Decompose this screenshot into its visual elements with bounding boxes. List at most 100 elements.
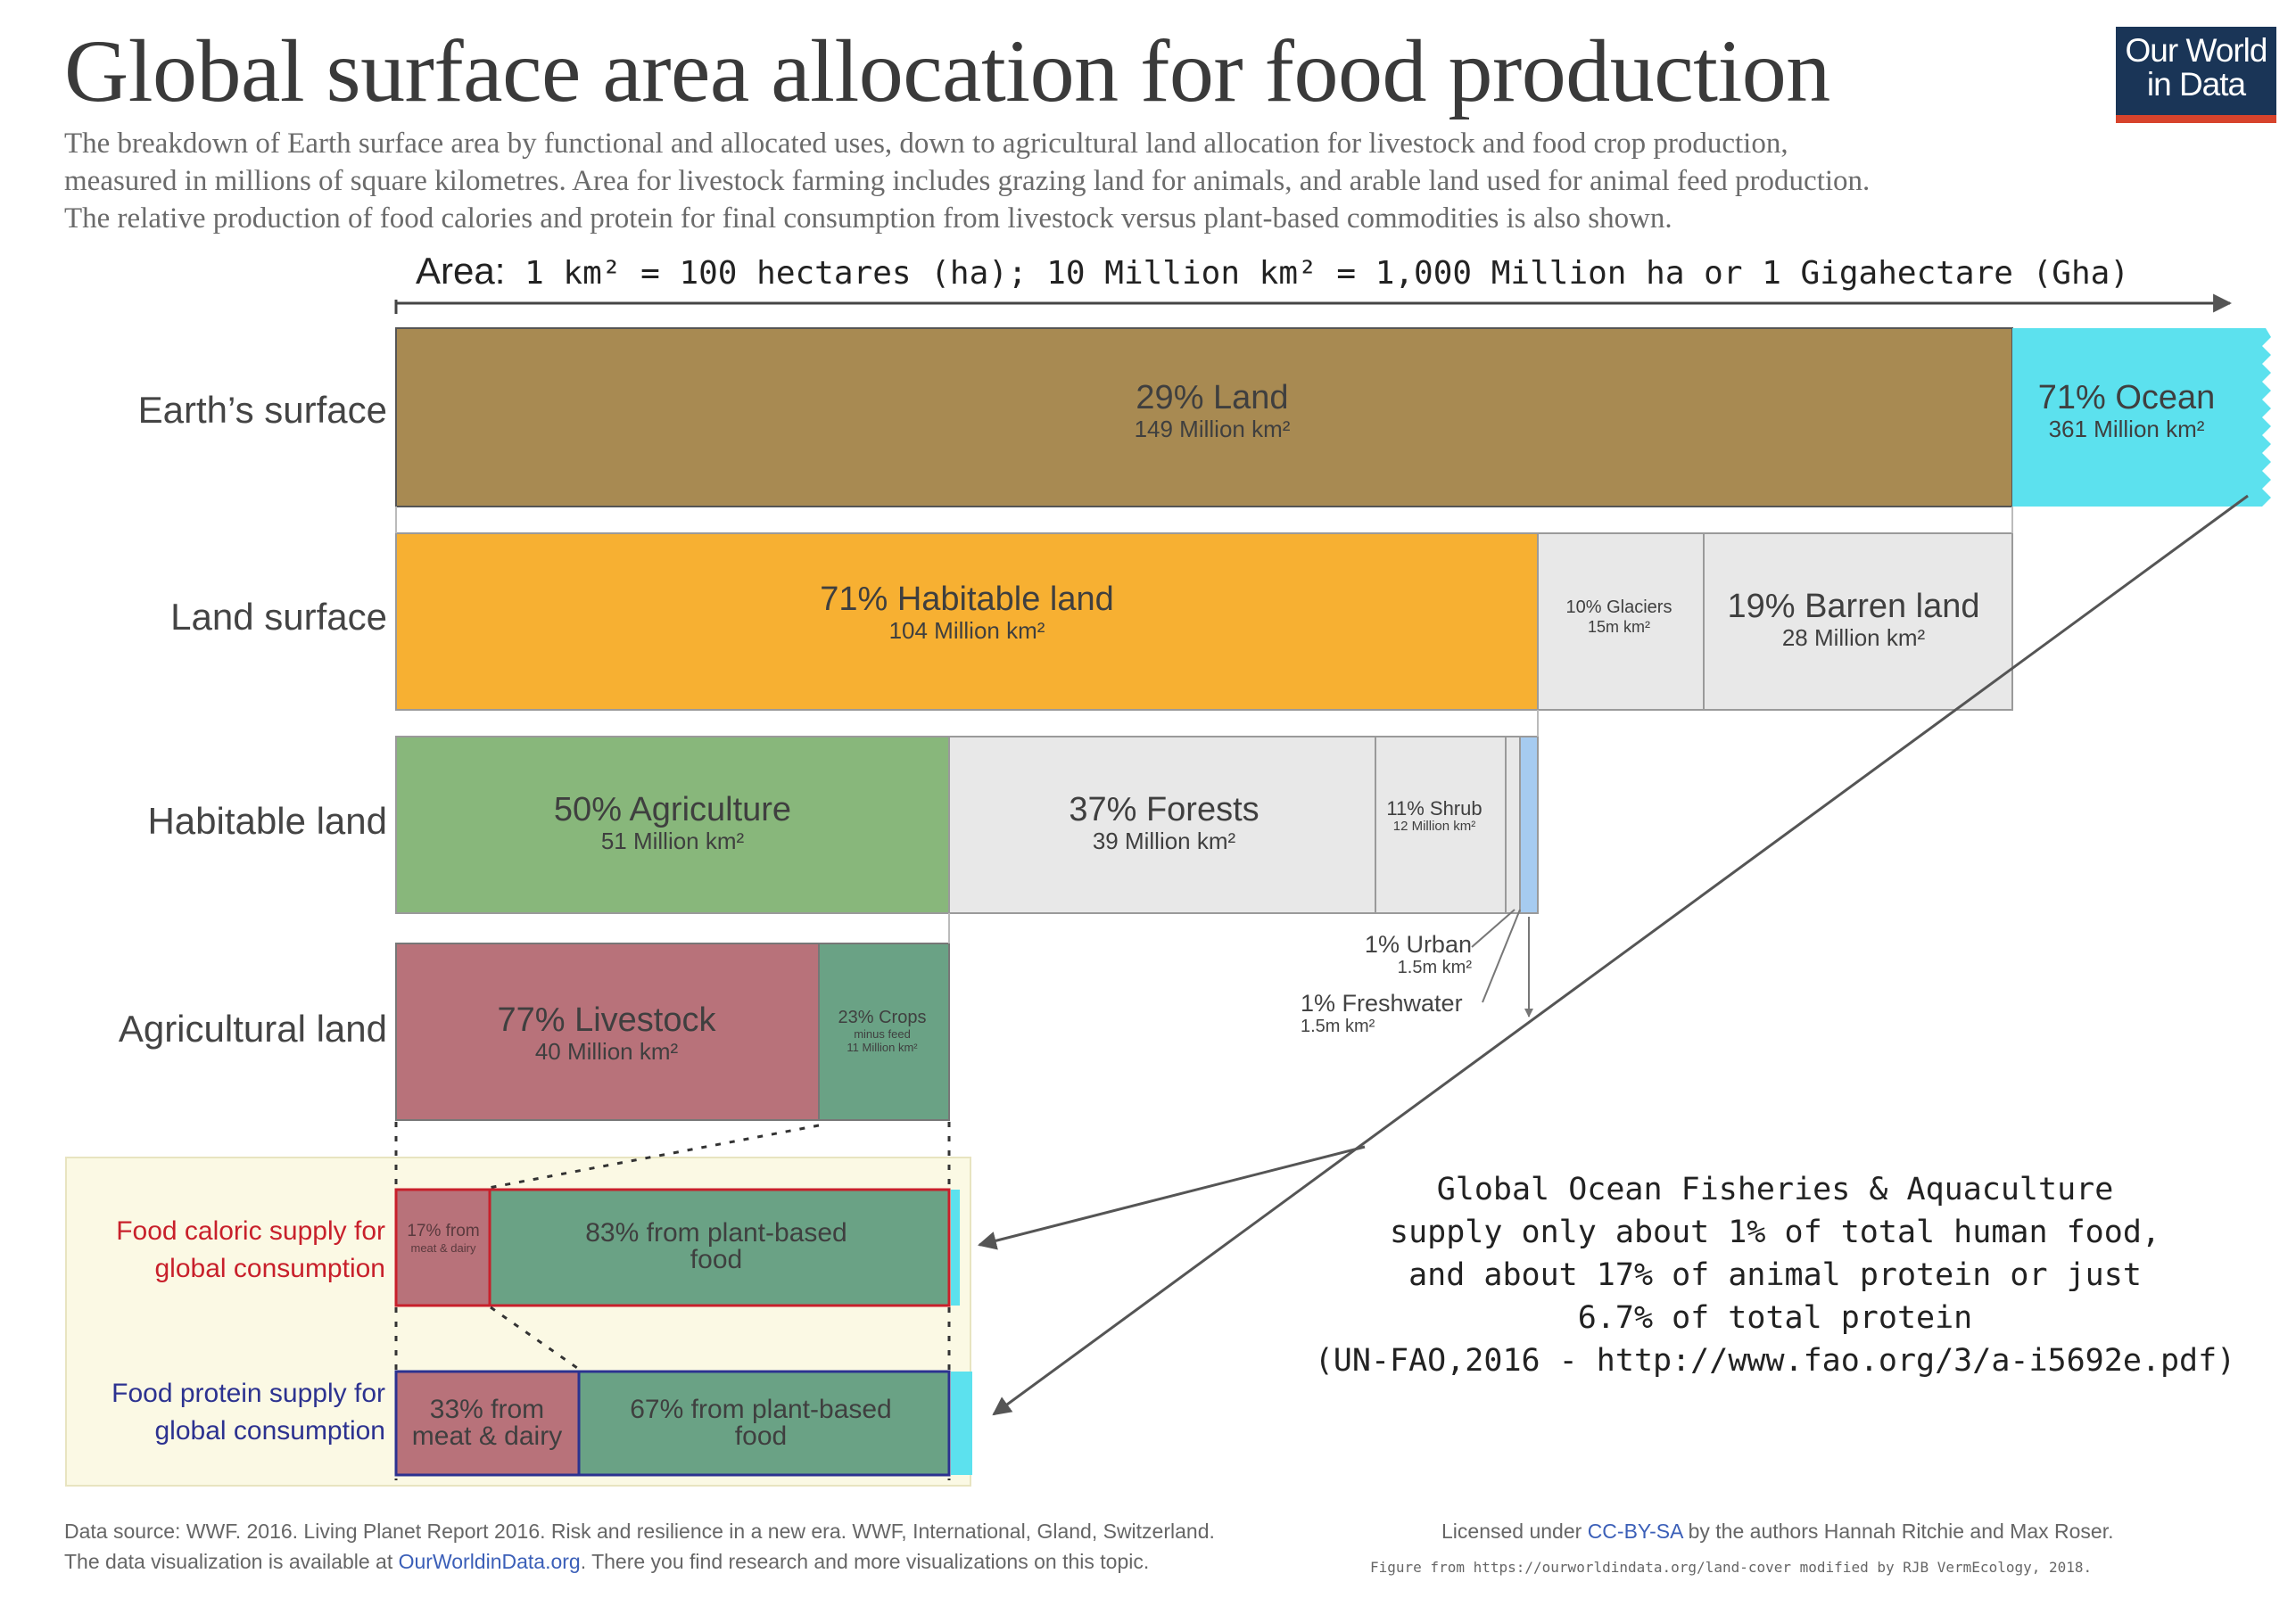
footer-source: Data source: WWF. 2016. Living Planet Re…: [64, 1520, 1215, 1543]
segment-title: 67% from plant-based: [630, 1395, 892, 1424]
segment-value: 39 Million km²: [1092, 828, 1236, 854]
segment-title: 29% Land: [1136, 379, 1289, 416]
segment-label-glaciers: 10% Glaciers 15m km²: [1534, 597, 1704, 637]
footer-viz-prefix: The data visualization is available at: [64, 1550, 399, 1573]
chart-title: Global surface area allocation for food …: [64, 21, 1830, 120]
supply-label-line: Food caloric supply for: [116, 1216, 385, 1246]
freshwater-leader: [1482, 909, 1521, 1003]
supply-segment-0-1: [488, 1188, 951, 1307]
row-label-land: Land surface: [170, 596, 387, 638]
license-prefix: Licensed under: [1441, 1520, 1588, 1543]
logo-line: Our World: [2125, 32, 2268, 69]
segment-label-forests: 37% Forests 39 Million km²: [949, 792, 1379, 854]
axis-label-lead: Area:: [416, 250, 506, 292]
segment-value: 11 Million km²: [847, 1041, 918, 1054]
supply-ocean-sliver-1: [951, 1372, 972, 1475]
bar-segment-land: [395, 327, 2013, 507]
segment-label-crops: 23% Crops minus feed 11 Million km²: [817, 1008, 947, 1054]
segment-title: 23% Crops: [838, 1008, 927, 1027]
segment-title: 10% Glaciers: [1565, 597, 1672, 617]
segment-value: 40 Million km²: [534, 1038, 679, 1065]
segment-title: 17% from: [407, 1222, 480, 1240]
bar-segment-habitable-1: [948, 736, 1376, 914]
segment-value: minus feed: [854, 1027, 911, 1041]
note-line: 6.7% of total protein: [1577, 1300, 1973, 1336]
segment-label-ocean: 71% Ocean 361 Million km²: [2011, 380, 2242, 442]
subtitle-line: The relative production of food calories…: [64, 202, 1672, 235]
segment-value: 149 Million km²: [1134, 416, 1291, 442]
segment-value: 361 Million km²: [2048, 416, 2205, 442]
segment-value: 28 Million km²: [1781, 624, 1926, 651]
segment-title: 33% from: [429, 1395, 545, 1424]
footer-viz-suffix: . There you find research and more visua…: [580, 1550, 1150, 1573]
supply-segment-1-0: [394, 1370, 581, 1477]
footer-viz: The data visualization is available at O…: [64, 1550, 1149, 1574]
segment-title: 83% from plant-based: [585, 1218, 847, 1248]
chart-subtitle: The breakdown of Earth surface area by f…: [64, 125, 2294, 237]
supply-label-calories: Food caloric supply for global consumpti…: [116, 1213, 385, 1288]
callout-freshwater: 1% Freshwater 1.5m km²: [1301, 990, 1463, 1036]
segment-title: 11% Shrub: [1386, 797, 1482, 820]
bar-segment-habitable-2: [1375, 736, 1507, 914]
subtitle-line: measured in millions of square kilometre…: [64, 165, 1871, 197]
segment-label-cal-plant: 83% from plant-based food: [489, 1220, 944, 1273]
segment-title: 71% Habitable land: [820, 581, 1114, 618]
owid-link[interactable]: OurWorldinData.org: [398, 1550, 581, 1573]
urban-leader: [1471, 909, 1516, 948]
supply-ocean-sliver-0: [951, 1190, 960, 1306]
segment-value: food: [690, 1245, 743, 1274]
bar-segment-agricultural-0: [395, 943, 820, 1121]
segment-value: 15m km²: [1587, 618, 1650, 636]
axis-label-rest: 1 km² = 100 hectares (ha); 10 Million km…: [505, 255, 2129, 292]
segment-title: 19% Barren land: [1727, 588, 1980, 625]
segment-label-cal-meat: 17% from meat & dairy: [398, 1222, 489, 1255]
segment-value: food: [734, 1421, 788, 1451]
row-label-agricultural: Agricultural land: [118, 1008, 387, 1050]
bar-segment-habitable-4: [1519, 736, 1539, 914]
bar-segment-land-surface-1: [1537, 532, 1705, 711]
callout-title: 1% Freshwater: [1301, 990, 1463, 1017]
supply-label-line: global consumption: [154, 1416, 385, 1446]
segment-label-livestock: 77% Livestock 40 Million km²: [396, 1002, 817, 1065]
callout-value: 1.5m km²: [1397, 958, 1472, 977]
segment-label-prot-plant: 67% from plant-based food: [578, 1396, 944, 1450]
subtitle-line: The breakdown of Earth surface area by f…: [64, 128, 1788, 160]
footer-modified-note: Figure from https://ourworldindata.org/l…: [1370, 1559, 2093, 1576]
segment-label-prot-meat: 33% from meat & dairy: [398, 1396, 576, 1450]
license-suffix: by the authors Hannah Ritchie and Max Ro…: [1682, 1520, 2114, 1543]
bar-segment-agricultural-1: [818, 943, 950, 1121]
license-link[interactable]: CC-BY-SA: [1587, 1520, 1683, 1543]
ocean-to-protein-arrow: [992, 494, 2249, 1416]
segment-title: 77% Livestock: [497, 1001, 716, 1039]
segment-value: 51 Million km²: [600, 828, 745, 854]
dotted-diagonal-2: [490, 1306, 581, 1372]
fisheries-note: Global Ocean Fisheries & Aquaculture sup…: [1284, 1168, 2266, 1382]
segment-label-land: 29% Land 149 Million km²: [396, 380, 2028, 442]
note-line: Global Ocean Fisheries & Aquaculture: [1436, 1172, 2114, 1207]
bar-segment-habitable-3: [1505, 736, 1521, 914]
supply-segment-0-0: [394, 1188, 491, 1307]
bar-segment-land-surface-2: [1703, 532, 2013, 711]
segment-title: 71% Ocean: [2037, 379, 2216, 416]
owid-logo[interactable]: Our World in Data: [2116, 27, 2276, 123]
segment-title: 37% Forests: [1069, 791, 1259, 828]
segment-label-shrub: 11% Shrub 12 Million km²: [1370, 797, 1499, 835]
segment-value: meat & dairy: [411, 1421, 563, 1451]
segment-value: meat & dairy: [410, 1241, 476, 1255]
segment-label-barren: 19% Barren land 28 Million km²: [1700, 589, 2007, 651]
segment-title: 50% Agriculture: [553, 791, 792, 828]
note-line: and about 17% of animal protein or just: [1408, 1257, 2142, 1293]
note-line: supply only about 1% of total human food…: [1390, 1215, 2160, 1250]
callout-value: 1.5m km²: [1301, 1017, 1375, 1036]
segment-label-agriculture: 50% Agriculture 51 Million km²: [396, 792, 949, 854]
callout-title: 1% Urban: [1364, 931, 1472, 958]
supply-label-protein: Food protein supply for global consumpti…: [111, 1375, 385, 1450]
row-label-habitable: Habitable land: [147, 800, 387, 842]
segment-value: 12 Million km²: [1392, 819, 1476, 834]
callout-urban: 1% Urban 1.5m km²: [1354, 931, 1472, 977]
logo-line: in Data: [2146, 66, 2246, 103]
axis-label: Area: 1 km² = 100 hectares (ha); 10 Mill…: [416, 250, 2129, 292]
segment-label-habitable: 71% Habitable land 104 Million km²: [396, 581, 1538, 644]
bar-segment-habitable-0: [395, 736, 950, 914]
